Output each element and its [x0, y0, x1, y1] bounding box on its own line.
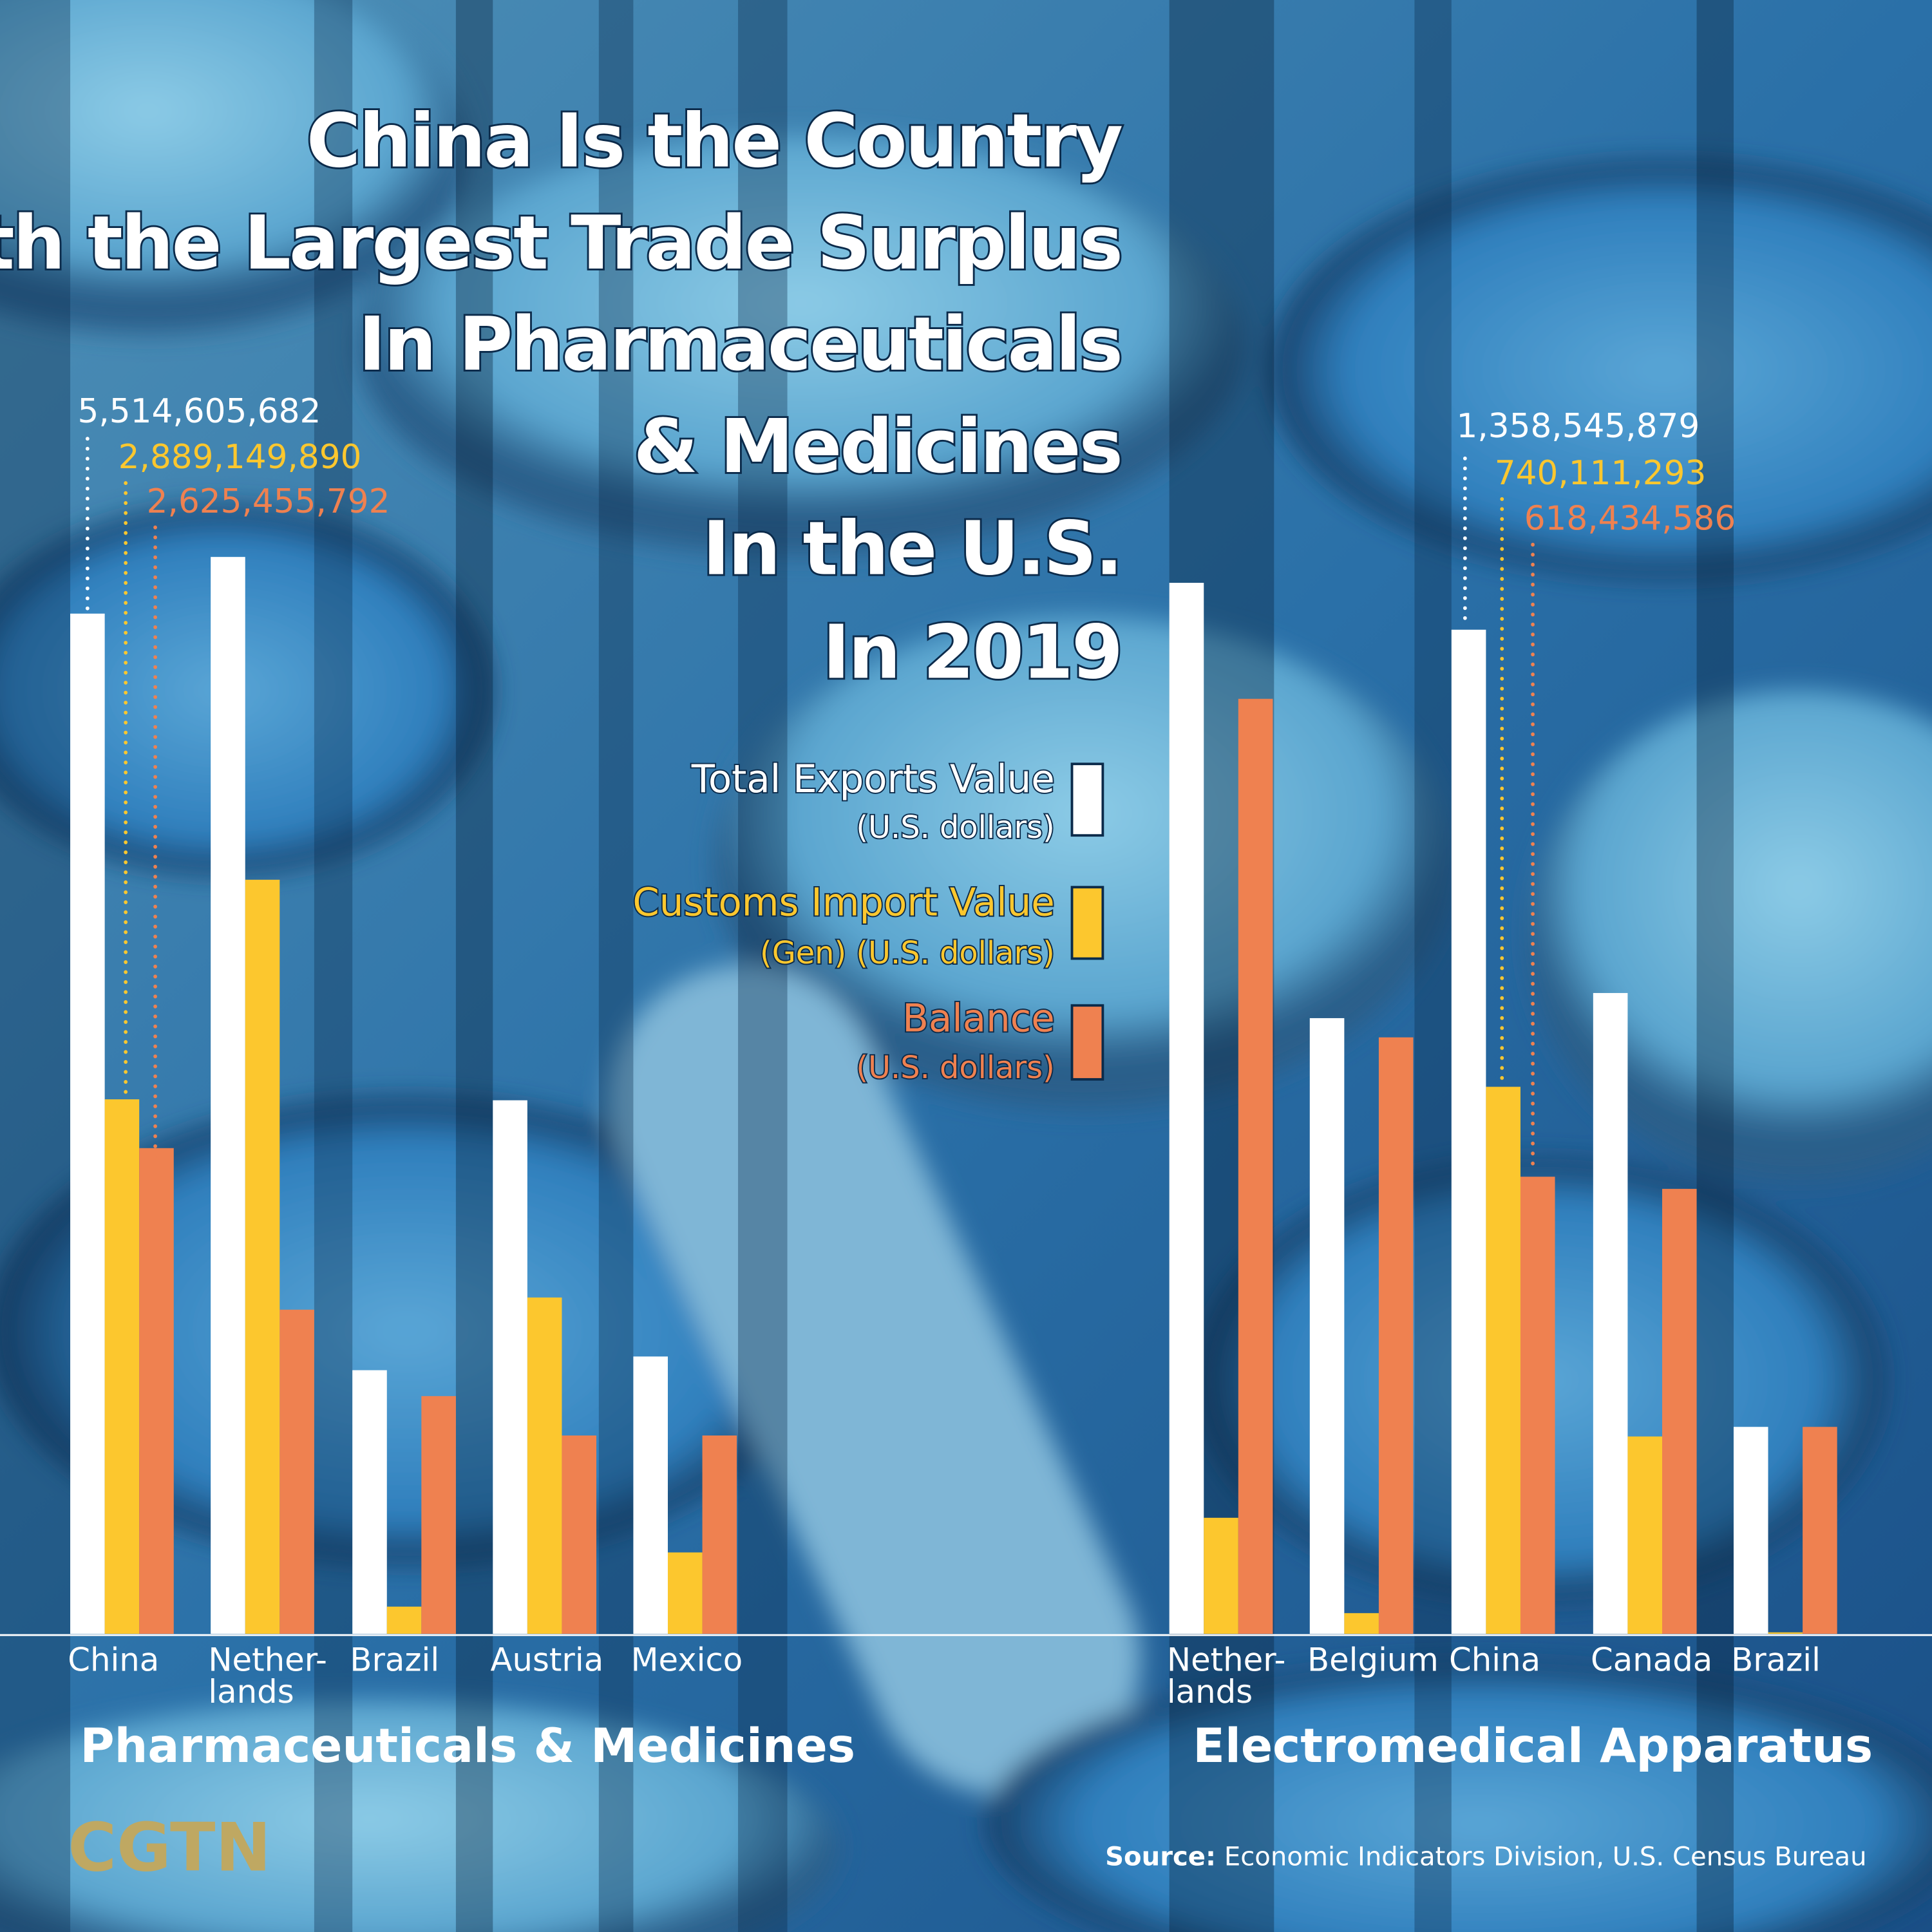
imports-bar	[245, 880, 280, 1634]
legend-swatch-balance	[1070, 1004, 1104, 1081]
imports-bar	[1344, 1613, 1379, 1634]
imports-bar	[1627, 1436, 1662, 1634]
category-labels: China Nether-lands Brazil Austria Mexico Neth…	[68, 1641, 1821, 1710]
exports-bar	[633, 1356, 668, 1634]
title-line: In the U.S.	[703, 506, 1121, 592]
category-label: Nether-lands	[208, 1641, 327, 1710]
annotation-exports: 5,514,605,682	[78, 392, 321, 431]
annotation-imports: 740,111,293	[1495, 454, 1707, 493]
chart-title-electro: Electromedical Apparatus	[1193, 1719, 1873, 1774]
exports-bar	[493, 1100, 527, 1634]
imports-bar	[667, 1552, 703, 1634]
title-line: China Is the Country	[307, 98, 1122, 184]
exports-bar	[211, 556, 245, 1634]
title-line: & Medicines	[634, 404, 1121, 490]
category-label: China	[1449, 1641, 1540, 1678]
imports-bar	[1486, 1086, 1520, 1634]
legend-sub-imports: (Gen) (U.S. dollars)	[760, 936, 1055, 971]
annotation-balance: 2,625,455,792	[147, 482, 390, 521]
source-text: Economic Indicators Division, U.S. Censu…	[1224, 1842, 1867, 1872]
exports-bar	[70, 613, 105, 1634]
legend-label-balance: Balance	[902, 996, 1055, 1040]
imports-bar	[386, 1606, 422, 1634]
source-note: Source: Economic Indicators Division, U.…	[1105, 1842, 1867, 1872]
category-label: Canada	[1591, 1641, 1712, 1678]
category-label: Belgium	[1307, 1641, 1439, 1678]
balance-bar	[562, 1435, 597, 1634]
annotation-balance: 618,434,586	[1524, 500, 1736, 538]
exports-bar	[1451, 629, 1486, 1634]
legend-swatch-exports	[1070, 762, 1104, 837]
legend-label-exports: Total Exports Value	[691, 757, 1055, 801]
exports-bar	[1733, 1426, 1768, 1634]
exports-bar	[1593, 992, 1628, 1634]
exports-bar	[1169, 582, 1204, 1634]
balance-bar	[1378, 1037, 1414, 1634]
legend-label-imports: Customs Import Value	[632, 880, 1054, 925]
annotations-pharma: 5,514,605,682 2,889,149,890 2,625,455,79…	[78, 392, 390, 1160]
imports-bar	[104, 1099, 140, 1634]
category-label: Austria	[490, 1641, 603, 1678]
title-line: With the Largest Trade Surplus	[0, 200, 1121, 287]
title-line: In 2019	[822, 609, 1121, 696]
chart-title-pharma: Pharmaceuticals & Medicines	[80, 1719, 855, 1774]
imports-bar	[1768, 1632, 1803, 1634]
legend-swatch-imports	[1070, 886, 1104, 960]
category-label: Brazil	[1731, 1641, 1821, 1678]
legend-sub-balance: (U.S. dollars)	[856, 1050, 1054, 1086]
imports-bar	[527, 1297, 562, 1634]
balance-bar	[1238, 699, 1273, 1634]
balance-bar	[1520, 1177, 1555, 1634]
category-label: Mexico	[631, 1641, 743, 1678]
category-label: Brazil	[350, 1641, 439, 1678]
bars	[70, 556, 1837, 1634]
annotation-exports: 1,358,545,879	[1456, 407, 1700, 446]
balance-bar	[139, 1148, 174, 1634]
exports-bar	[352, 1370, 387, 1634]
exports-bar	[1309, 1018, 1345, 1634]
title-line: In Pharmaceuticals	[358, 301, 1121, 388]
cgtn-logo: CGTN	[68, 1809, 271, 1886]
balance-bar	[702, 1435, 737, 1634]
category-label: Nether-lands	[1167, 1641, 1286, 1710]
balance-bar	[279, 1309, 314, 1634]
annotations-electro: 1,358,545,879 740,111,293 618,434,586	[1456, 407, 1736, 1175]
balance-bar	[421, 1396, 456, 1634]
legend-sub-exports: (U.S. dollars)	[856, 810, 1054, 846]
legend: Total Exports Value (U.S. dollars) Custo…	[631, 755, 1104, 1087]
balance-bar	[1662, 1189, 1697, 1634]
imports-bar	[1204, 1517, 1238, 1634]
title: China Is the Country With the Largest Tr…	[0, 96, 1126, 697]
balance-bar	[1803, 1426, 1837, 1634]
category-label: China	[68, 1641, 159, 1678]
source-label: Source:	[1105, 1842, 1216, 1872]
annotation-imports: 2,889,149,890	[118, 438, 362, 477]
